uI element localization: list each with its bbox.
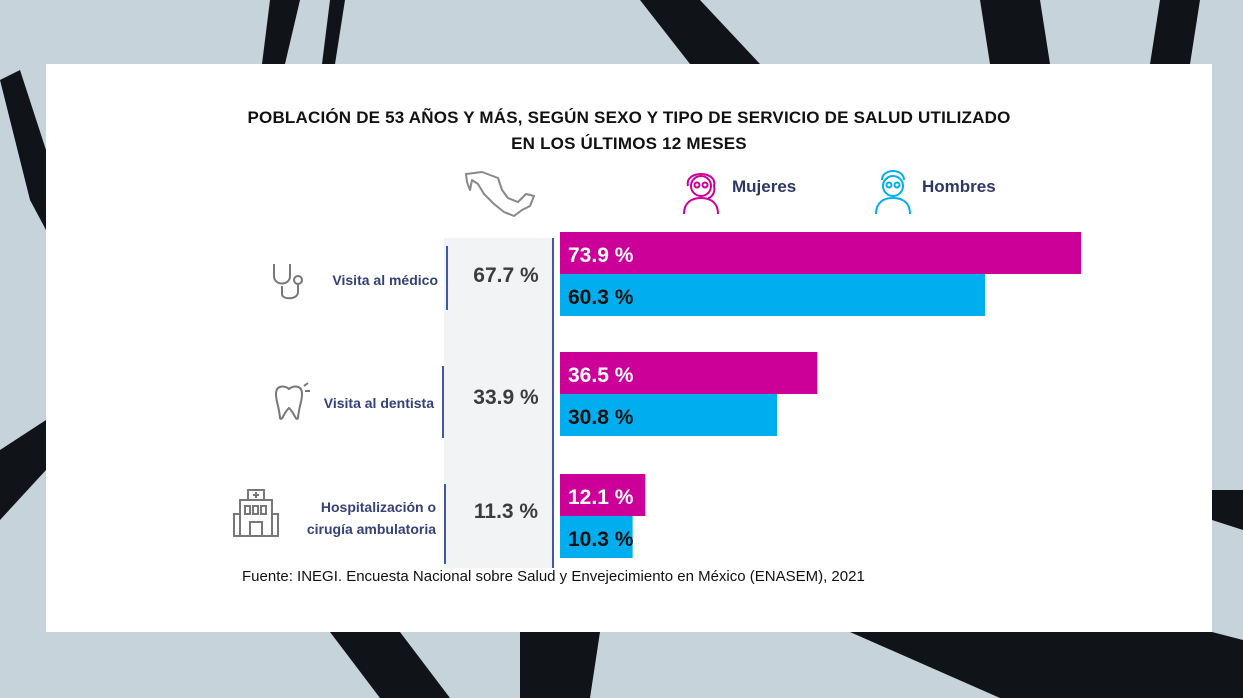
category-label-hospitalizacion: Hospitalización o cirugía ambulatoria: [307, 496, 436, 540]
data-label-mujeres-dentista: 36.5 %: [568, 364, 634, 387]
category-label-dentista: Visita al dentista: [323, 395, 434, 411]
source-note: Fuente: INEGI. Encuesta Nacional sobre S…: [242, 568, 865, 585]
category-label-hospitalizacion-line1: Hospitalización o: [320, 499, 436, 515]
data-label-hombres-medico: 60.3 %: [568, 286, 634, 309]
bar-chart: 73.9 % 60.3 % 36.5 % 30.8 % 12.1 % 10.3 %: [560, 232, 1081, 558]
legend-hombres-label: Hombres: [922, 177, 996, 196]
man-avatar-icon: [875, 170, 911, 215]
bar-mujeres-dentista: [560, 352, 818, 394]
legend-mujeres-label: Mujeres: [732, 177, 797, 196]
mexico-map-icon: [465, 171, 535, 217]
category-label-hospitalizacion-line2: cirugía ambulatoria: [306, 521, 436, 537]
national-column-divider: [552, 238, 554, 568]
national-value-medico: 67.7 %: [473, 264, 539, 287]
national-column-background: [444, 238, 554, 568]
bar-hombres-dentista: [560, 394, 778, 436]
chart-card: Población de 53 años y más, según sexo y…: [46, 64, 1212, 632]
data-label-hombres-dentista: 30.8 %: [568, 406, 634, 429]
national-value-hospitalizacion: 11.3 %: [473, 500, 539, 523]
national-value-dentista: 33.9 %: [473, 386, 539, 409]
tooth-icon: [274, 382, 310, 420]
data-label-mujeres-medico: 73.9 %: [568, 244, 634, 267]
chart-title-line-1: Población de 53 años y más, según sexo y…: [247, 108, 1011, 127]
data-label-hombres-hospitalizacion: 10.3 %: [568, 528, 634, 551]
category-label-medico: Visita al médico: [332, 272, 438, 288]
category-divider-3: [444, 484, 446, 564]
bar-mujeres-hospitalizacion: [560, 474, 646, 516]
bar-hombres-hospitalizacion: [560, 516, 633, 558]
chart-title-line-2: en los últimos 12 meses: [511, 134, 747, 153]
bar-hombres-medico: [560, 274, 986, 316]
data-label-mujeres-hospitalizacion: 12.1 %: [568, 486, 634, 509]
bar-mujeres-medico: [560, 232, 1081, 274]
stethoscope-icon: [273, 264, 303, 300]
woman-avatar-icon: [683, 173, 719, 215]
category-divider-2: [442, 366, 444, 438]
category-divider-1: [446, 246, 448, 310]
hospital-icon: [233, 489, 279, 537]
